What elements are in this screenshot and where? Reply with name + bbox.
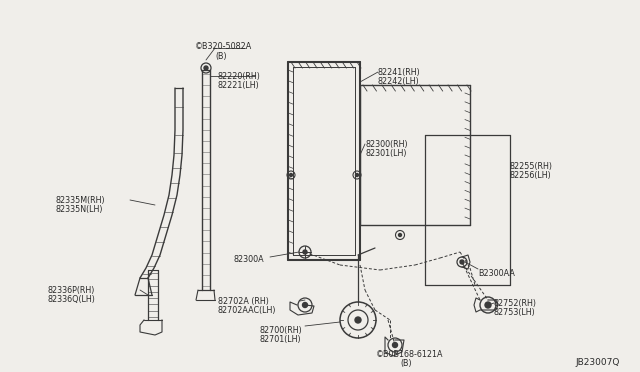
Circle shape xyxy=(392,343,397,347)
Text: (B): (B) xyxy=(400,359,412,368)
Text: 82241(RH): 82241(RH) xyxy=(378,68,420,77)
Circle shape xyxy=(460,260,464,264)
Circle shape xyxy=(399,234,401,237)
Text: 82335N(LH): 82335N(LH) xyxy=(55,205,102,214)
Circle shape xyxy=(289,173,292,176)
Text: 82301(LH): 82301(LH) xyxy=(365,149,406,158)
Text: 82752(RH): 82752(RH) xyxy=(494,299,537,308)
Text: 82700(RH): 82700(RH) xyxy=(260,326,303,335)
Text: ©B320-5082A: ©B320-5082A xyxy=(195,42,252,51)
Circle shape xyxy=(355,173,358,176)
Circle shape xyxy=(204,66,208,70)
Circle shape xyxy=(355,317,361,323)
Text: 82220(RH): 82220(RH) xyxy=(218,72,261,81)
Text: JB23007Q: JB23007Q xyxy=(575,358,620,367)
Text: 82335M(RH): 82335M(RH) xyxy=(55,196,104,205)
Text: 82336Q(LH): 82336Q(LH) xyxy=(47,295,95,304)
Text: ©B0B168-6121A: ©B0B168-6121A xyxy=(376,350,444,359)
Text: 82701(LH): 82701(LH) xyxy=(260,335,301,344)
Text: 82221(LH): 82221(LH) xyxy=(218,81,260,90)
Circle shape xyxy=(303,302,307,308)
Circle shape xyxy=(303,250,307,254)
Text: 82702AAC(LH): 82702AAC(LH) xyxy=(218,306,276,315)
Text: 82300A: 82300A xyxy=(233,255,264,264)
Text: 82242(LH): 82242(LH) xyxy=(378,77,420,86)
Text: 82255(RH): 82255(RH) xyxy=(510,162,553,171)
Text: 82300(RH): 82300(RH) xyxy=(365,140,408,149)
Text: 82702A (RH): 82702A (RH) xyxy=(218,297,269,306)
Text: 82256(LH): 82256(LH) xyxy=(510,171,552,180)
Text: 82336P(RH): 82336P(RH) xyxy=(47,286,94,295)
Text: (B): (B) xyxy=(215,52,227,61)
Text: 82753(LH): 82753(LH) xyxy=(494,308,536,317)
Text: B2300AA: B2300AA xyxy=(478,269,515,278)
Circle shape xyxy=(485,302,491,308)
